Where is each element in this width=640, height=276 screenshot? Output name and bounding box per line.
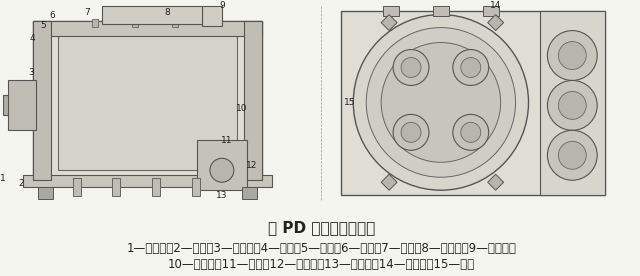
Text: 1: 1 (0, 174, 6, 183)
Circle shape (366, 28, 516, 177)
Bar (23, 175, 271, 187)
Bar (102, 6, 202, 23)
Bar (132, 18, 138, 26)
Text: 14: 14 (490, 1, 501, 10)
Bar (113, 178, 120, 196)
Text: 10—弹簧缸；11—电机；12—皮带轮；13—三角带；14—观察灯；15—视镜: 10—弹簧缸；11—电机；12—皮带轮；13—三角带；14—观察灯；15—视镜 (168, 258, 475, 271)
Circle shape (547, 81, 597, 130)
Text: 3: 3 (28, 68, 34, 77)
Polygon shape (488, 174, 504, 190)
Bar (33, 21, 262, 36)
Bar (38, 187, 52, 199)
Bar (540, 11, 605, 195)
Text: 5: 5 (40, 21, 45, 30)
Circle shape (461, 122, 481, 142)
Circle shape (401, 57, 421, 78)
Circle shape (210, 158, 234, 182)
Bar (33, 21, 262, 180)
Text: 11: 11 (221, 136, 232, 145)
Circle shape (381, 43, 500, 162)
Text: 4: 4 (30, 34, 36, 43)
Circle shape (547, 31, 597, 81)
Text: 12: 12 (246, 161, 257, 170)
Text: 10: 10 (236, 104, 248, 113)
Bar (33, 21, 51, 180)
Text: 6: 6 (50, 11, 56, 20)
Bar (72, 178, 81, 196)
Polygon shape (381, 15, 397, 31)
Circle shape (353, 15, 529, 190)
Text: 图 PD 系列离心机结构: 图 PD 系列离心机结构 (268, 220, 375, 235)
Circle shape (558, 42, 586, 70)
Circle shape (547, 130, 597, 180)
Bar (244, 21, 262, 180)
Text: 8: 8 (164, 8, 170, 17)
Text: 1—减震器；2—平台；3—轴承座；4—外壳；5—筛篮；6—壳盖；7—吊盘；8—清洗管；9—加料管；: 1—减震器；2—平台；3—轴承座；4—外壳；5—筛篮；6—壳盖；7—吊盘；8—清… (127, 242, 516, 255)
Bar (341, 11, 605, 195)
Bar (152, 178, 160, 196)
Circle shape (558, 141, 586, 169)
Text: 13: 13 (216, 191, 228, 200)
Circle shape (453, 49, 489, 86)
Bar (172, 18, 178, 26)
Circle shape (558, 91, 586, 119)
Bar (383, 6, 399, 16)
Text: 15: 15 (344, 98, 355, 107)
Bar (8, 81, 36, 130)
Bar (92, 18, 99, 26)
Polygon shape (381, 174, 397, 190)
Circle shape (393, 49, 429, 86)
Circle shape (461, 57, 481, 78)
Text: 9: 9 (219, 1, 225, 10)
Circle shape (453, 114, 489, 150)
Bar (192, 178, 200, 196)
Polygon shape (488, 15, 504, 31)
Bar (197, 140, 247, 190)
Bar (202, 6, 222, 26)
Bar (483, 6, 499, 16)
Bar (3, 95, 13, 115)
Text: 2: 2 (18, 179, 24, 188)
Text: 7: 7 (84, 8, 90, 17)
Bar (58, 31, 237, 170)
Circle shape (393, 114, 429, 150)
Bar (433, 6, 449, 16)
Circle shape (401, 122, 421, 142)
Bar (242, 187, 257, 199)
